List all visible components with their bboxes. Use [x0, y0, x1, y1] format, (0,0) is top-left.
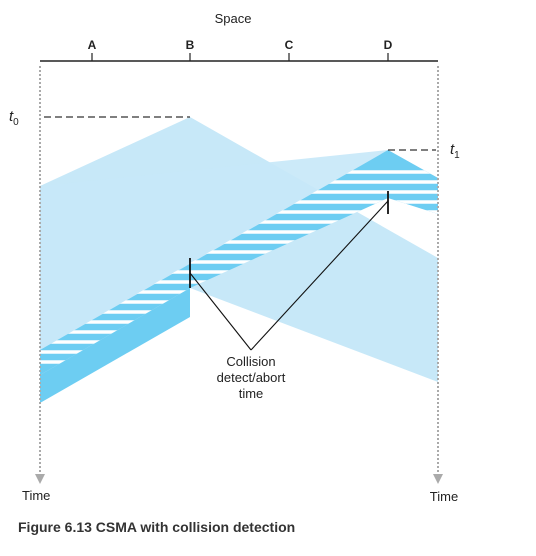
node-c: C — [285, 38, 294, 61]
time-label-left: Time — [22, 488, 50, 503]
node-a: A — [88, 38, 97, 61]
node-d: D — [384, 38, 393, 61]
annotation-line-2: detect/abort — [217, 370, 286, 385]
t1-subscript: 1 — [454, 150, 460, 161]
space-label: Space — [215, 11, 252, 26]
figure-caption: Figure 6.13 CSMA with collision detectio… — [18, 519, 295, 535]
node-c-label: C — [285, 38, 294, 52]
t0-subscript: 0 — [13, 117, 19, 128]
time-axis-right-arrow — [433, 474, 443, 484]
node-d-label: D — [384, 38, 393, 52]
time-axis-left-arrow — [35, 474, 45, 484]
node-a-label: A — [88, 38, 97, 52]
t1-label: t1 — [450, 141, 460, 161]
time-label-right: Time — [430, 489, 458, 504]
collision-annotation: Collision detect/abort time — [217, 354, 286, 401]
node-b-label: B — [186, 38, 195, 52]
node-b: B — [186, 38, 195, 61]
t0-label: t0 — [9, 108, 19, 128]
annotation-line-1: Collision — [226, 354, 275, 369]
annotation-line-3: time — [239, 386, 264, 401]
